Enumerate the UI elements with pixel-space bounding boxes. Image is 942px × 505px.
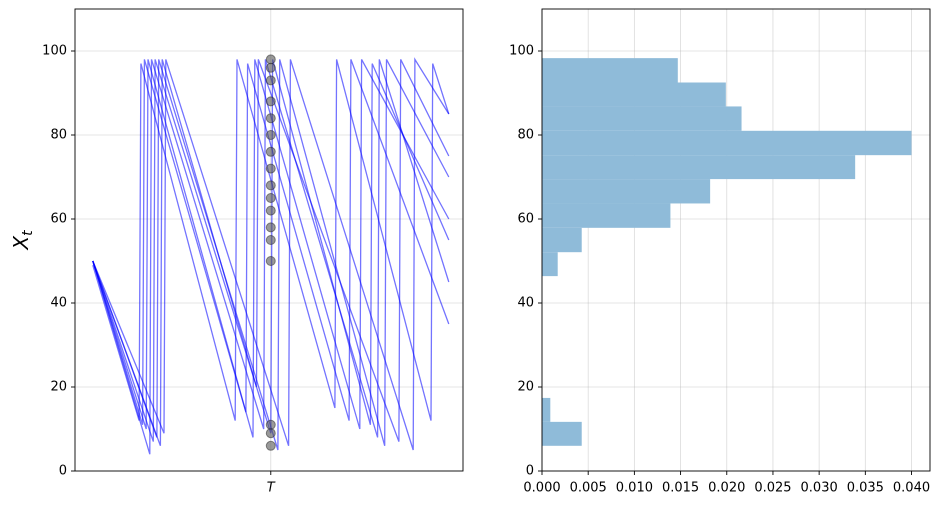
y-label-main: X <box>9 235 33 251</box>
hist-bar <box>542 227 582 253</box>
hist-bar <box>542 82 726 107</box>
sample-path <box>92 59 450 455</box>
value-at-T <box>265 419 276 430</box>
value-at-T <box>265 428 276 439</box>
x-tick-label: 0.010 <box>616 481 653 496</box>
y-tick-label: 0 <box>59 464 67 479</box>
y-tick-label: 100 <box>509 44 534 59</box>
y-tick-label: 60 <box>50 212 67 227</box>
axes-frame <box>541 8 931 472</box>
x-tick-label: 0.030 <box>801 481 838 496</box>
sample-path <box>92 59 450 451</box>
value-at-T <box>265 96 276 107</box>
y-tick-label: 80 <box>517 128 534 143</box>
hist-bar <box>542 106 742 131</box>
x-tick-label: 0.020 <box>708 481 745 496</box>
x-tick-label: 0.025 <box>754 481 791 496</box>
x-tick-label: 0.040 <box>893 481 930 496</box>
y-label-subscript: t <box>20 230 36 236</box>
hist-bar <box>542 155 856 180</box>
value-at-T <box>265 62 276 73</box>
x-tick-label: 0.005 <box>570 481 607 496</box>
hist-bar <box>542 252 558 277</box>
y-axis-label: Xt <box>9 230 37 251</box>
value-at-T <box>265 54 276 65</box>
x-tick-label: 0.000 <box>523 481 560 496</box>
sample-path <box>92 59 450 447</box>
axes-frame <box>74 8 464 472</box>
y-tick-label: 20 <box>50 380 67 395</box>
hist-bar <box>542 421 582 446</box>
value-at-T <box>265 235 276 245</box>
hist-bar <box>542 130 912 156</box>
x-tick-label: T <box>267 481 276 496</box>
sample-path <box>92 59 450 421</box>
sample-path <box>92 59 450 425</box>
paths <box>92 57 450 455</box>
hist-bar <box>542 58 678 83</box>
value-at-T <box>265 256 276 266</box>
value-at-T <box>265 205 276 216</box>
value-at-T <box>265 130 276 140</box>
hist-bar <box>542 203 671 228</box>
hist-bar <box>542 179 711 204</box>
value-at-T <box>265 146 276 157</box>
sample-path <box>92 59 450 438</box>
value-at-T <box>265 222 276 233</box>
value-at-T <box>265 193 276 203</box>
sample-path <box>92 59 450 442</box>
y-tick-label: 20 <box>517 380 534 395</box>
y-tick-label: 60 <box>517 212 534 227</box>
value-at-T <box>265 163 276 174</box>
y-tick-label: 40 <box>517 296 534 311</box>
value-at-T <box>265 440 276 451</box>
x-tick-label: 0.015 <box>662 481 699 496</box>
sample-path <box>92 57 450 451</box>
value-at-T <box>265 113 276 124</box>
value-at-T <box>265 180 276 191</box>
x-tick-label: 0.035 <box>847 481 884 496</box>
y-tick-label: 100 <box>42 44 67 59</box>
value-at-T <box>265 75 276 86</box>
hist-bar <box>542 397 551 422</box>
y-tick-label: 0 <box>526 464 534 479</box>
y-tick-label: 80 <box>50 128 67 143</box>
y-tick-label: 40 <box>50 296 67 311</box>
